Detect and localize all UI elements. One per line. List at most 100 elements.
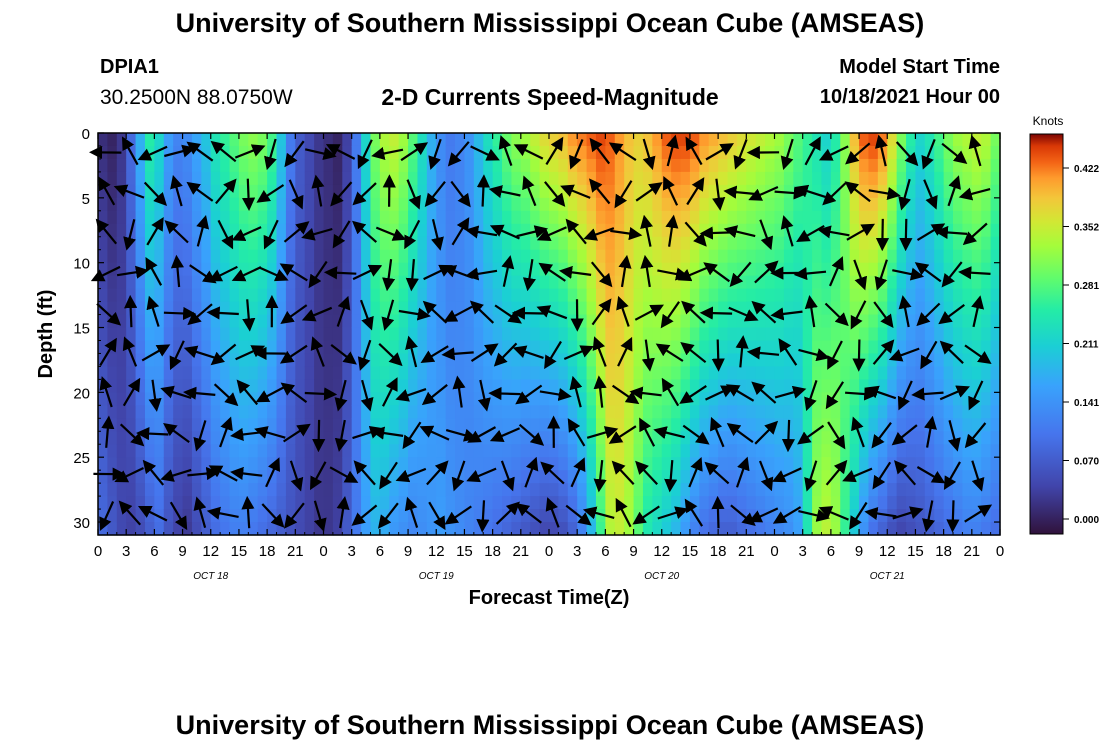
heatmap-cell [906, 223, 917, 238]
current-arrow [608, 142, 637, 162]
x-tick-label: 0 [94, 543, 102, 560]
heatmap-cell [539, 366, 550, 380]
current-arrow [873, 301, 894, 329]
heatmap-cell [595, 236, 606, 251]
heatmap-cell [511, 327, 522, 342]
heatmap-cell [257, 223, 268, 238]
current-arrow [382, 377, 398, 407]
heatmap-cell [520, 288, 531, 303]
heatmap-cell [793, 197, 804, 212]
current-arrow [852, 339, 866, 372]
heatmap-cell [549, 236, 559, 251]
heatmap-cell [342, 340, 353, 355]
heatmap-cell [351, 366, 362, 380]
heatmap-cell [370, 158, 381, 173]
heatmap-cell [868, 366, 879, 380]
heatmap-cell [445, 210, 456, 225]
heatmap-cell [502, 340, 513, 355]
heatmap-cell [859, 340, 870, 355]
heatmap-cell [821, 366, 832, 380]
heatmap-cell [361, 509, 372, 523]
heatmap-cell [652, 249, 663, 264]
heatmap-cell [642, 392, 653, 406]
heatmap-cell [746, 158, 757, 173]
heatmap-cell [342, 145, 353, 160]
heatmap-cell [765, 444, 776, 458]
heatmap-cell [332, 133, 343, 147]
heatmap-cell [877, 509, 888, 523]
heatmap-cell [652, 366, 663, 380]
current-arrow [569, 139, 584, 170]
heatmap-cell [774, 275, 785, 290]
current-arrow [136, 427, 169, 441]
x-tick-label: 12 [202, 543, 219, 560]
heatmap-cell [126, 197, 137, 212]
current-arrow [618, 254, 632, 288]
heatmap-cell [342, 275, 353, 290]
heatmap-cell [915, 301, 926, 316]
heatmap-cell [915, 405, 926, 419]
current-arrow [540, 461, 565, 485]
heatmap-cell [473, 158, 484, 173]
current-arrow [310, 336, 325, 367]
heatmap-cell [285, 522, 296, 536]
current-arrow [265, 457, 280, 488]
heatmap-cell [323, 314, 334, 329]
heatmap-cell [370, 249, 381, 264]
heatmap-cell [257, 275, 268, 290]
model-start-time: 10/18/2021 Hour 00 [819, 86, 1000, 108]
heatmap-cell [173, 457, 184, 471]
heatmap-cell [370, 314, 381, 329]
heatmap-cell [201, 353, 212, 368]
current-arrow [593, 459, 607, 493]
heatmap-cell [502, 314, 513, 329]
heatmap-cell [727, 366, 738, 380]
heatmap-cell [163, 158, 174, 173]
heatmap-cell [370, 496, 381, 510]
heatmap-cell [210, 327, 221, 342]
heatmap-cell [605, 145, 616, 160]
heatmap-cell [530, 366, 541, 380]
heatmap-cell [821, 431, 832, 445]
heatmap-cell [680, 236, 691, 251]
heatmap-cell [173, 496, 184, 510]
heatmap-cell [595, 522, 606, 536]
current-arrow [476, 174, 491, 207]
heatmap-cell [342, 379, 353, 393]
heatmap-cell [173, 314, 184, 329]
x-tick-label: 9 [404, 543, 412, 560]
heatmap-cell [107, 444, 118, 458]
current-arrow [404, 219, 421, 250]
heatmap-cell [332, 509, 343, 523]
heatmap-cell [934, 392, 945, 406]
current-arrow [101, 415, 115, 448]
heatmap-cell [567, 327, 578, 342]
heatmap-cell [417, 301, 428, 316]
heatmap-cell [455, 457, 466, 471]
heatmap-cell [924, 133, 935, 147]
heatmap-cell [680, 483, 691, 497]
heatmap-cell [473, 366, 484, 380]
heatmap-cell [361, 470, 372, 484]
heatmap-cell [398, 236, 409, 251]
heatmap-cell [445, 301, 456, 316]
current-arrow [911, 387, 944, 401]
heatmap-cell [915, 496, 926, 510]
heatmap-cell [971, 249, 982, 264]
heatmap-cell [586, 431, 597, 445]
heatmap-cell [558, 379, 569, 393]
heatmap-cell [859, 353, 870, 368]
heatmap-cell [436, 197, 447, 212]
heatmap-cell [408, 314, 419, 329]
heatmap-cell [577, 262, 588, 277]
heatmap-cell [201, 444, 212, 458]
heatmap-cell [812, 184, 823, 199]
heatmap-cell [840, 379, 851, 393]
heatmap-cell [144, 275, 155, 290]
heatmap-cell [915, 340, 926, 355]
heatmap-cell [746, 470, 757, 484]
heatmap-cell [558, 288, 569, 303]
heatmap-cell [473, 275, 484, 290]
heatmap-cell [859, 197, 870, 212]
heatmap-cell [107, 197, 118, 212]
